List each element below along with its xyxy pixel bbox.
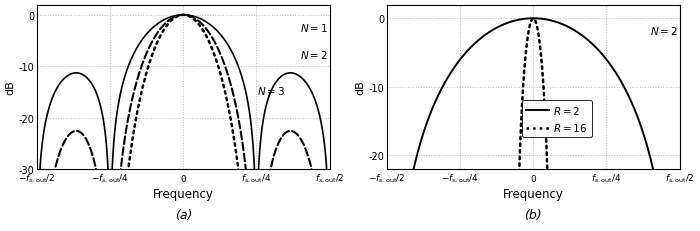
Text: $N = 2$: $N = 2$ (300, 49, 328, 61)
Text: $N = 2$: $N = 2$ (650, 25, 678, 36)
Y-axis label: dB: dB (6, 80, 15, 95)
X-axis label: Frequency: Frequency (503, 187, 564, 200)
X-axis label: Frequency: Frequency (153, 187, 214, 200)
Legend: $R = 2$, $R = 16$: $R = 2$, $R = 16$ (522, 100, 592, 138)
Text: $N = 3$: $N = 3$ (258, 85, 286, 97)
Text: $N = 1$: $N = 1$ (300, 22, 328, 34)
Y-axis label: dB: dB (356, 80, 365, 95)
Text: (b): (b) (524, 208, 542, 221)
Text: (a): (a) (174, 208, 192, 221)
